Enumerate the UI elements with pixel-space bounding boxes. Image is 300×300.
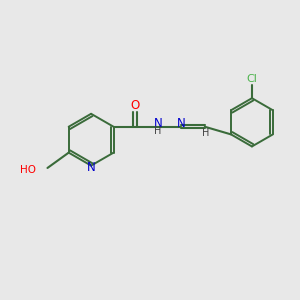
Text: H: H (154, 126, 162, 136)
Text: HO: HO (20, 165, 36, 175)
Text: O: O (130, 99, 140, 112)
Text: H: H (202, 128, 209, 138)
Text: N: N (154, 117, 162, 130)
Text: Cl: Cl (247, 74, 257, 84)
Text: N: N (177, 117, 186, 130)
Text: N: N (87, 161, 95, 175)
